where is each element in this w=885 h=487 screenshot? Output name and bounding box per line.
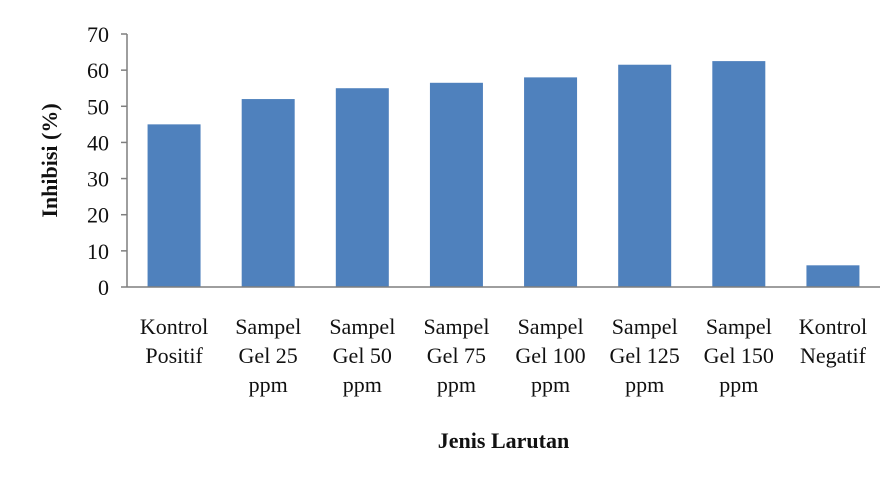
y-tick-label: 60	[87, 58, 109, 83]
bar	[429, 82, 483, 288]
bar	[712, 61, 766, 287]
y-tick-label: 20	[87, 203, 109, 228]
y-tick-label: 40	[87, 130, 109, 155]
x-axis-category-labels: Kontrol Positif Sampel Gel 25 ppm Sampel Gel 5…	[140, 314, 867, 397]
y-tick-label: 70	[87, 22, 109, 47]
x-category-label: Sampel Gel 100 ppm	[515, 314, 585, 397]
x-category-label: Sampel Gel 75 ppm	[423, 314, 489, 397]
x-category-label: Kontrol Negatif	[799, 314, 867, 368]
x-category-label: Sampel Gel 50 ppm	[329, 314, 395, 397]
bar	[335, 88, 389, 287]
bar	[524, 77, 578, 287]
bar	[241, 99, 295, 287]
x-category-label: Sampel Gel 125 ppm	[610, 314, 680, 397]
y-axis-ticks: 0 10 20 30 40 50 60 70	[87, 22, 127, 300]
bar	[618, 64, 672, 287]
y-tick-label: 30	[87, 167, 109, 192]
y-tick-label: 50	[87, 94, 109, 119]
bar	[806, 265, 860, 287]
x-axis-title: Jenis Larutan	[438, 428, 569, 453]
bar	[147, 124, 201, 287]
x-category-label: Kontrol Positif	[140, 314, 208, 368]
x-category-label: Sampel Gel 150 ppm	[704, 314, 774, 397]
y-tick-label: 10	[87, 239, 109, 264]
x-category-label: Sampel Gel 25 ppm	[235, 314, 301, 397]
y-axis-title: Inhibisi (%)	[37, 103, 62, 217]
y-tick-label: 0	[98, 275, 109, 300]
bars	[147, 61, 860, 288]
